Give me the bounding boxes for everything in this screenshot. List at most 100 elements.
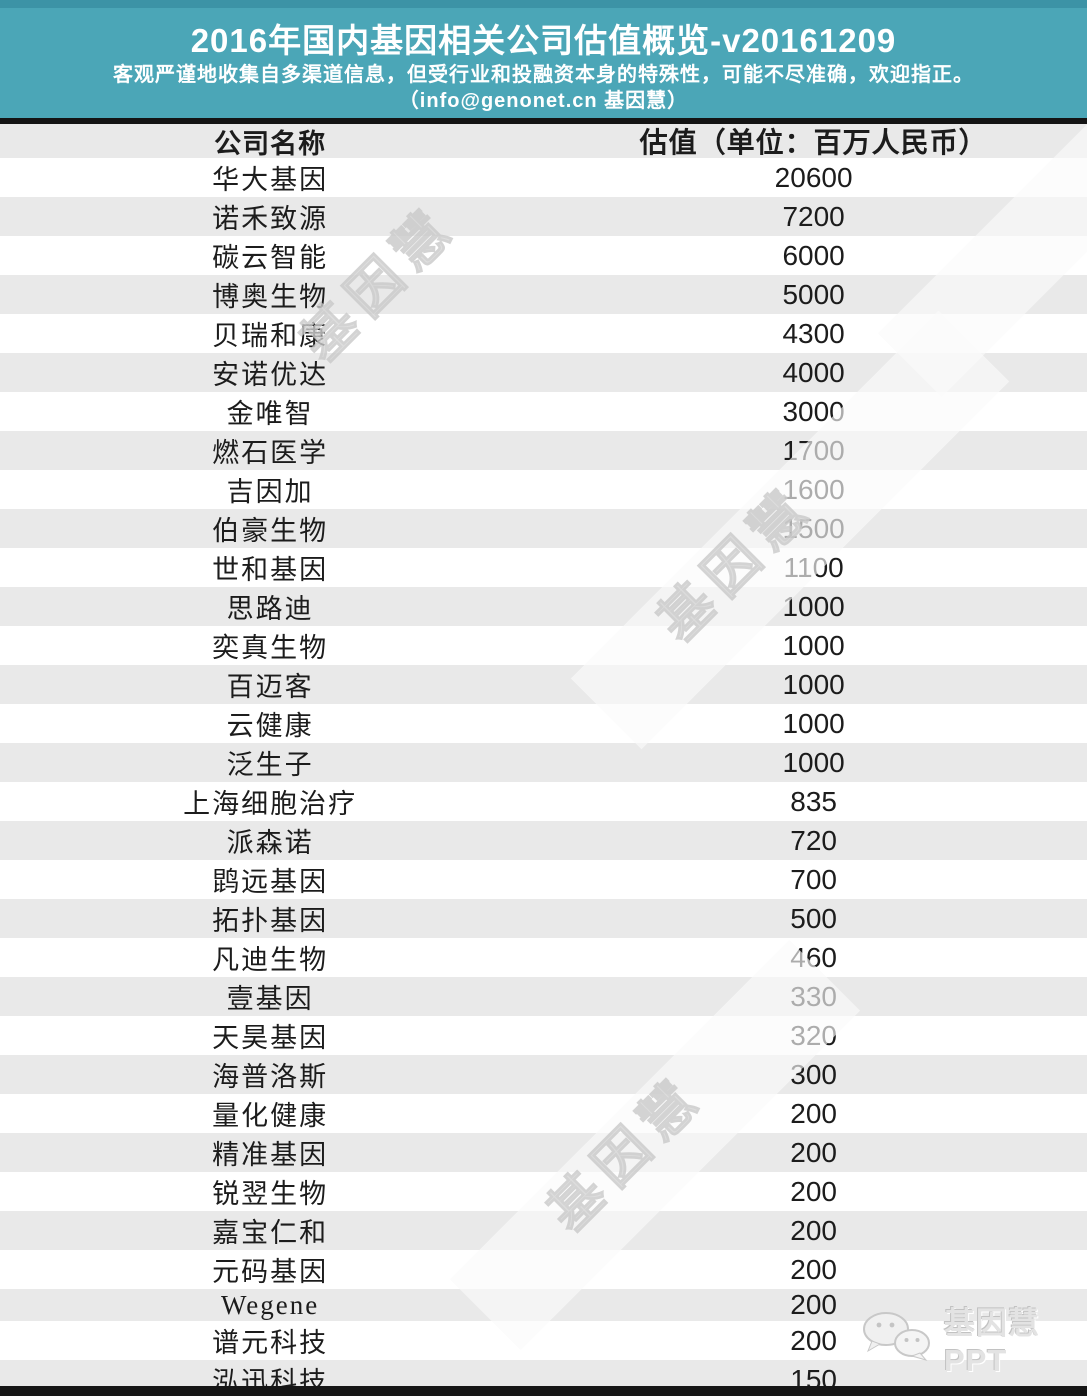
company-name: 上海细胞治疗 <box>183 789 358 819</box>
company-name: 嘉宝仁和 <box>212 1218 329 1248</box>
valuation-value: 720 <box>790 824 837 856</box>
bottom-bar <box>0 1386 1087 1396</box>
company-name: 鹍远基因 <box>212 867 329 897</box>
page-title: 2016年国内基因相关公司估值概览-v20161209 <box>190 22 897 59</box>
valuation-value: 1100 <box>783 551 844 583</box>
company-name: 拓扑基因 <box>212 906 329 936</box>
title-banner: 2016年国内基因相关公司估值概览-v20161209 客观严谨地收集自多渠道信… <box>0 0 1087 118</box>
valuation-value: 1000 <box>782 746 845 778</box>
wechat-icon <box>860 1311 934 1366</box>
table-row: 锐翌生物 200 <box>0 1172 1087 1211</box>
company-name: 元码基因 <box>212 1257 329 1287</box>
table-row: 凡迪生物 460 <box>0 938 1087 977</box>
valuation-value: 1000 <box>782 707 845 739</box>
table-row: 诺禾致源 7200 <box>0 197 1087 236</box>
table-row: 燃石医学 1700 <box>0 431 1087 470</box>
table-row: 壹基因 330 <box>0 977 1087 1016</box>
valuation-value: 460 <box>790 941 837 973</box>
valuation-value: 1700 <box>782 434 845 466</box>
valuation-value: 320 <box>790 1019 837 1051</box>
table-row: 贝瑞和康 4300 <box>0 314 1087 353</box>
table-row: 奕真生物 1000 <box>0 626 1087 665</box>
company-name: 金唯智 <box>226 399 314 429</box>
table-row: 思路迪 1000 <box>0 587 1087 626</box>
valuation-value: 330 <box>790 980 837 1012</box>
valuation-value: 4000 <box>782 356 845 388</box>
table-row: 元码基因 200 <box>0 1250 1087 1289</box>
table-row: 安诺优达 4000 <box>0 353 1087 392</box>
valuation-value: 1000 <box>782 629 845 661</box>
table-row: 百迈客 1000 <box>0 665 1087 704</box>
column-header-company: 公司名称 <box>214 128 327 159</box>
table-row: 云健康 1000 <box>0 704 1087 743</box>
company-name: 百迈客 <box>226 672 314 702</box>
valuation-value: 200 <box>790 1136 837 1168</box>
company-name: 吉因加 <box>226 477 314 507</box>
valuation-value: 200 <box>790 1175 837 1207</box>
valuation-value: 835 <box>790 785 837 817</box>
company-name: 奕真生物 <box>212 633 329 663</box>
divider-line <box>0 118 1087 124</box>
company-name: 碳云智能 <box>212 243 329 273</box>
company-name: 海普洛斯 <box>212 1062 329 1092</box>
table-row: 天昊基因 320 <box>0 1016 1087 1055</box>
valuation-value: 3000 <box>782 395 845 427</box>
company-name: 伯豪生物 <box>212 516 329 546</box>
table-row: 世和基因 1100 <box>0 548 1087 587</box>
valuation-value: 4300 <box>782 317 845 349</box>
company-name: 天昊基因 <box>212 1023 329 1053</box>
table-row: 量化健康 200 <box>0 1094 1087 1133</box>
table-row: 泛生子 1000 <box>0 743 1087 782</box>
company-name: 凡迪生物 <box>212 945 329 975</box>
company-name: 壹基因 <box>226 984 314 1014</box>
company-name: 派森诺 <box>226 828 314 858</box>
valuation-value: 1000 <box>782 590 845 622</box>
company-name: 泛生子 <box>226 750 314 780</box>
company-name: Wegene <box>220 1289 320 1320</box>
company-name: 世和基因 <box>212 555 329 585</box>
table-body: 华大基因 20600 诺禾致源 7200 碳云智能 6000 博奥生物 5000 贝瑞和康 430… <box>0 158 1087 1396</box>
company-name: 谱元科技 <box>212 1328 329 1358</box>
footer-logo-label: 基因慧PPT <box>944 1305 1040 1378</box>
table-row: 上海细胞治疗 835 <box>0 782 1087 821</box>
valuation-value: 500 <box>790 902 837 934</box>
table-header-row: 公司名称 估值（单位：百万人民币） <box>0 124 1087 159</box>
table-row: 海普洛斯 300 <box>0 1055 1087 1094</box>
valuation-value: 1600 <box>782 473 845 505</box>
company-name: 诺禾致源 <box>212 204 329 234</box>
company-name: 云健康 <box>226 711 314 741</box>
valuation-value: 700 <box>790 863 837 895</box>
table-row: 伯豪生物 1500 <box>0 509 1087 548</box>
valuation-value: 7200 <box>782 200 845 232</box>
company-name: 量化健康 <box>212 1101 329 1131</box>
valuation-value: 5000 <box>782 278 845 310</box>
valuation-value: 6000 <box>782 239 845 271</box>
company-name: 燃石医学 <box>212 438 329 468</box>
valuation-value: 300 <box>790 1058 837 1090</box>
table-row: 拓扑基因 500 <box>0 899 1087 938</box>
company-name: 安诺优达 <box>212 360 329 390</box>
banner-subtitle-line1: 客观严谨地收集自多渠道信息，但受行业和投融资本身的特殊性，可能不尽准确，欢迎指正… <box>113 64 974 86</box>
table-row: 吉因加 1600 <box>0 470 1087 509</box>
company-name: 锐翌生物 <box>212 1179 329 1209</box>
company-name: 精准基因 <box>212 1140 329 1170</box>
company-name: 华大基因 <box>212 165 329 195</box>
valuation-value: 200 <box>790 1253 837 1285</box>
valuation-value: 1500 <box>782 512 845 544</box>
table-row: 华大基因 20600 <box>0 158 1087 197</box>
company-name: 思路迪 <box>226 594 314 624</box>
table-row: 嘉宝仁和 200 <box>0 1211 1087 1250</box>
table-row: 博奥生物 5000 <box>0 275 1087 314</box>
company-name: 贝瑞和康 <box>212 321 329 351</box>
table-row: 金唯智 3000 <box>0 392 1087 431</box>
table-row: 派森诺 720 <box>0 821 1087 860</box>
valuation-value: 20600 <box>774 161 853 193</box>
valuation-value: 200 <box>790 1214 837 1246</box>
footer-logo: 基因慧PPT <box>860 1306 1087 1378</box>
table-row: 精准基因 200 <box>0 1133 1087 1172</box>
column-header-valuation: 估值（单位：百万人民币） <box>639 127 988 158</box>
banner-subtitle-line2: （info@genonet.cn 基因慧） <box>398 90 689 112</box>
valuation-value: 1000 <box>782 668 845 700</box>
company-name: 博奥生物 <box>212 282 329 312</box>
